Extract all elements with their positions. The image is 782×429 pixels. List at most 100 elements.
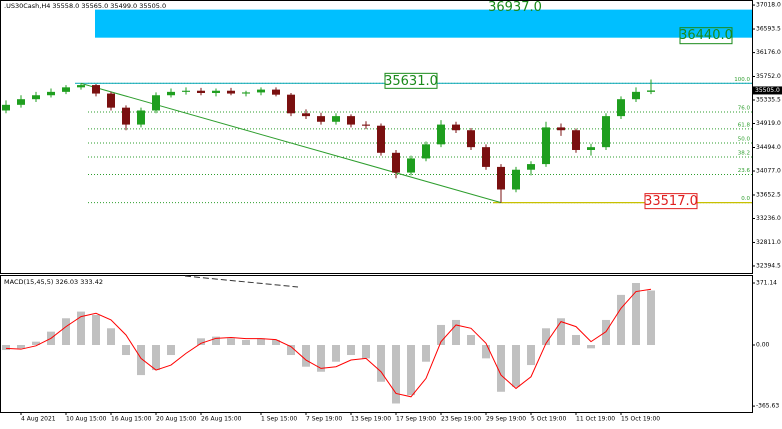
x-tick-label: 16 Aug 15:00: [111, 416, 152, 423]
fib-label: 61.8: [738, 122, 751, 128]
macd-bar: [467, 334, 475, 346]
macd-bar: [122, 345, 130, 356]
fib-label: 23.6: [738, 168, 751, 174]
candle-body: [197, 90, 205, 93]
fib-label: 0.0: [741, 196, 750, 202]
macd-bar: [92, 314, 100, 346]
candle-body: [467, 130, 475, 148]
candle-body: [122, 107, 130, 125]
candle-body: [17, 99, 25, 105]
candle-body: [137, 110, 145, 125]
candle-body: [347, 116, 355, 125]
candle-body: [32, 95, 40, 100]
candle-body: [2, 104, 10, 111]
macd-bar: [77, 311, 85, 346]
drawn-line: [184, 275, 299, 288]
x-tick-label: 5 Oct 19:00: [531, 416, 566, 423]
fib-label: 38.2: [738, 151, 750, 157]
x-tick-label: 15 Oct 19:00: [621, 416, 660, 423]
price-pane: [0, 0, 753, 274]
candle-body: [272, 89, 280, 95]
candle-body: [617, 99, 625, 117]
candle-body: [167, 91, 175, 96]
candle-body: [287, 94, 295, 114]
macd-bar: [437, 324, 445, 346]
x-tick-label: 11 Oct 19:00: [576, 416, 615, 423]
y-tick-label: 371.14: [756, 279, 777, 286]
macd-bar: [332, 345, 340, 362]
candle-body: [452, 124, 460, 131]
macd-bar: [167, 345, 175, 356]
price-tag-label: 35505.0: [755, 87, 780, 94]
macd-bar: [617, 294, 625, 346]
trend-line: [80, 82, 502, 204]
fib-label: 76.0: [738, 105, 751, 111]
candle-body: [152, 95, 160, 111]
y-tick-label: 34077.0: [756, 168, 781, 175]
macd-bar: [497, 345, 505, 392]
macd-bar: [452, 319, 460, 346]
y-tick-label: 0.00: [756, 342, 770, 349]
macd-bar: [242, 339, 250, 346]
candle-body: [47, 91, 55, 96]
macd-bar: [572, 334, 580, 346]
candle-body: [422, 144, 430, 159]
label-box: [679, 27, 733, 45]
macd-bar: [512, 345, 520, 387]
y-tick-label: 34919.0: [756, 120, 781, 127]
macd-bar: [647, 290, 655, 346]
y-tick-label: -365.63: [756, 403, 779, 410]
symbol-info: .US30Cash,H4 35558.0 35565.0 35499.0 355…: [4, 2, 166, 10]
macd-bar: [137, 345, 145, 376]
macd-bar: [107, 328, 115, 346]
macd-bar: [152, 345, 160, 371]
candle-body: [362, 124, 370, 126]
y-tick-label: 32811.0: [756, 239, 781, 246]
candle-body: [212, 90, 220, 93]
macd-pane: [0, 275, 753, 413]
macd-bar: [587, 345, 595, 349]
macd-bar: [227, 338, 235, 346]
macd-bar: [422, 345, 430, 362]
candle-body: [437, 124, 445, 145]
label-box: [644, 193, 698, 210]
macd-bar: [17, 345, 25, 349]
candle-body: [62, 87, 70, 92]
candle-body: [407, 158, 415, 173]
y-tick-label: 34494.0: [756, 144, 781, 151]
candle-body: [227, 90, 235, 94]
x-tick-label: 13 Sep 19:00: [351, 416, 391, 423]
candle-body: [392, 152, 400, 173]
candle-body: [602, 116, 610, 148]
candle-body: [77, 85, 85, 88]
x-tick-label: 20 Aug 15:00: [156, 416, 197, 423]
macd-title: MACD(15,45,5) 326.03 333.42: [4, 278, 103, 286]
y-tick-label: 32394.5: [756, 262, 781, 269]
price-tag: [753, 86, 782, 95]
macd-bar: [482, 345, 490, 359]
candle-body: [497, 166, 505, 190]
candle-body: [107, 93, 115, 108]
candle-body: [542, 127, 550, 165]
macd-bar: [602, 319, 610, 346]
macd-bar: [392, 345, 400, 404]
y-tick-label: 36593.5: [756, 26, 781, 33]
x-tick-label: 10 Aug 15:00: [66, 416, 107, 423]
candle-body: [92, 85, 100, 94]
x-tick-label: 4 Aug 2021: [21, 416, 56, 423]
macd-bar: [32, 341, 40, 346]
macd-bar: [557, 318, 565, 346]
candle-body: [482, 147, 490, 167]
candle-body: [587, 147, 595, 150]
y-tick-label: 36176.0: [756, 49, 781, 56]
x-tick-label: 17 Sep 19:00: [396, 416, 436, 423]
y-tick-label: 37018.0: [756, 2, 781, 9]
fib-label: 50.0: [738, 136, 751, 142]
fib-label: 100.0: [734, 77, 750, 83]
signal-line: [5, 288, 652, 398]
label-box: [384, 72, 438, 89]
y-tick-label: 33236.0: [756, 215, 781, 222]
y-tick-label: 35335.5: [756, 97, 781, 104]
